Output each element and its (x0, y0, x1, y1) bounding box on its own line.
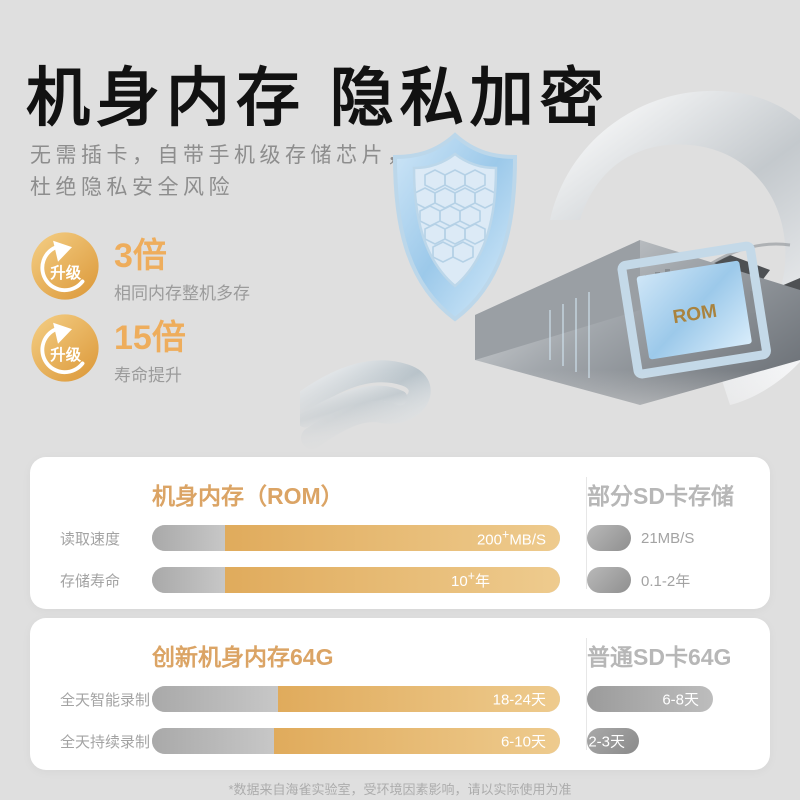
svg-text:升级: 升级 (50, 345, 81, 364)
svg-text:升级: 升级 (50, 263, 81, 282)
